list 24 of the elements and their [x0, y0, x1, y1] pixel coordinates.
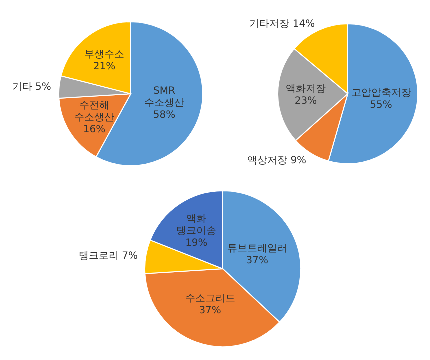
- data-label: 5%: [35, 82, 52, 93]
- slice-label: 부생수소: [84, 49, 125, 60]
- data-label: 37%: [199, 306, 222, 317]
- data-label: 14%: [292, 18, 316, 30]
- slice-label: SMR 수소생산: [144, 86, 184, 110]
- slice-label: 탱크로리: [79, 251, 120, 262]
- data-label: 16%: [83, 124, 106, 136]
- data-label: 19%: [186, 238, 208, 249]
- data-label: 23%: [294, 96, 318, 108]
- data-label: 7%: [122, 251, 138, 262]
- slice-label: 고압압축저장: [351, 88, 412, 100]
- data-label: 9%: [290, 156, 307, 167]
- slice-label: 기타저장: [250, 18, 290, 30]
- slice-label: 튜브트레일러: [227, 244, 288, 255]
- slice-label: 수소그리드: [185, 294, 236, 305]
- data-label: 55%: [370, 100, 392, 112]
- data-label: 37%: [246, 256, 268, 267]
- slice-label: 수전해 수소생산: [74, 100, 115, 124]
- slice-label: 액화 탱크이송: [176, 214, 217, 237]
- slice-label: 기타: [12, 82, 32, 93]
- data-label: 21%: [93, 61, 116, 72]
- data-label: 58%: [153, 110, 176, 122]
- slice-label: 액화저장: [286, 84, 326, 96]
- slice-label: 액상저장: [248, 156, 288, 167]
